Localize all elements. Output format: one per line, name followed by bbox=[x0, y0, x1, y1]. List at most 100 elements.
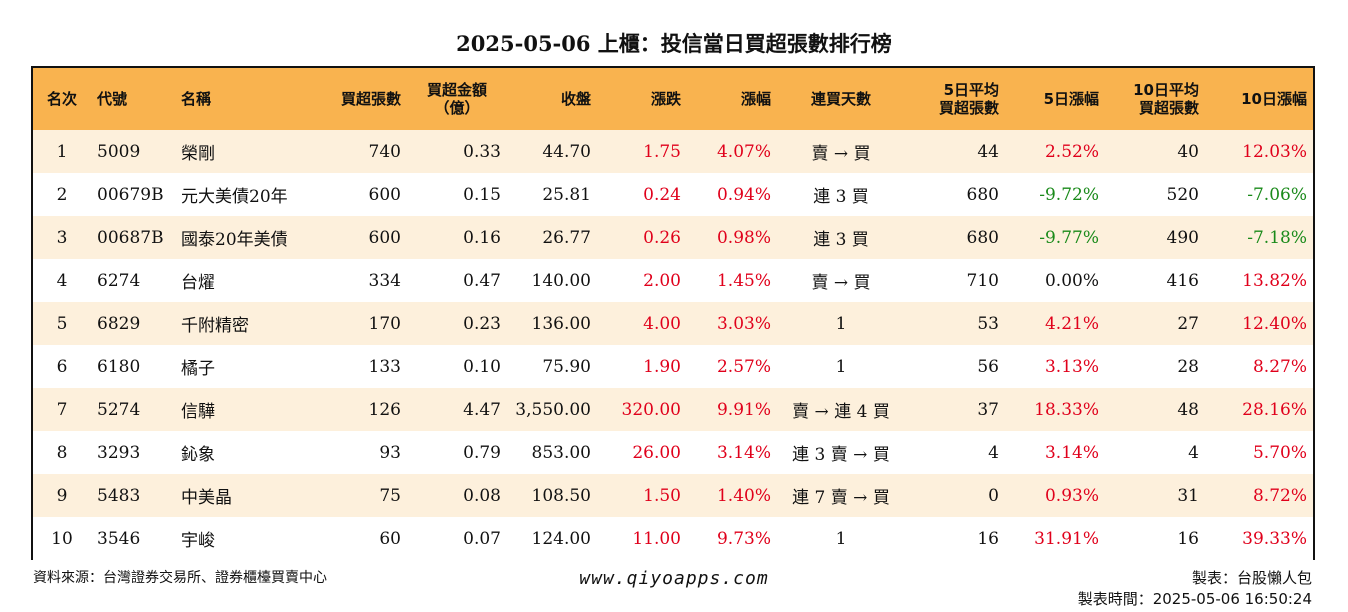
cell-close: 26.77 bbox=[542, 227, 591, 248]
cell-chg5: -9.77% bbox=[1039, 227, 1099, 248]
cell-chg5: 4.21% bbox=[1044, 313, 1099, 334]
cell-close: 140.00 bbox=[531, 270, 591, 291]
table-row: 8 3293 鈊象 93 0.79 853.00 26.00 3.14% 連 3 賣 → 買 4 3… bbox=[33, 431, 1313, 474]
author-credit: 製表：台股懶人包 bbox=[1191, 569, 1312, 587]
cell-change: 2.00 bbox=[643, 270, 681, 291]
cell-net-buy-amount: 0.10 bbox=[463, 356, 501, 377]
cell-avg10: 16 bbox=[1177, 528, 1199, 549]
cell-avg5: 680 bbox=[966, 184, 999, 205]
cell-consecutive: 連 3 買 bbox=[813, 230, 869, 250]
cell-chg10: -7.18% bbox=[1247, 227, 1307, 248]
website-link[interactable]: www.qiyoapps.com bbox=[579, 568, 769, 589]
cell-consecutive: 連 3 賣 → 買 bbox=[792, 445, 890, 465]
cell-code: 3546 bbox=[97, 528, 141, 549]
cell-code: 6829 bbox=[97, 313, 141, 334]
table-row: 6 6180 橘子 133 0.10 75.90 1.90 2.57% 1 56 3.13% 28 8.… bbox=[33, 345, 1313, 388]
cell-code: 6274 bbox=[97, 270, 141, 291]
cell-name: 千附精密 bbox=[181, 316, 249, 336]
col-header-change: 漲跌 bbox=[650, 90, 681, 108]
cell-net-buy-lots: 170 bbox=[368, 313, 401, 334]
cell-avg10: 28 bbox=[1177, 356, 1199, 377]
cell-net-buy-lots: 60 bbox=[379, 528, 401, 549]
cell-close: 3,550.00 bbox=[515, 399, 591, 420]
cell-chg5: 3.14% bbox=[1044, 442, 1099, 463]
cell-close: 853.00 bbox=[531, 442, 591, 463]
cell-net-buy-lots: 334 bbox=[368, 270, 401, 291]
cell-chg5: 3.13% bbox=[1044, 356, 1099, 377]
cell-change-pct: 0.98% bbox=[716, 227, 771, 248]
cell-code: 5483 bbox=[97, 485, 141, 506]
cell-code: 5009 bbox=[97, 141, 141, 162]
cell-net-buy-lots: 600 bbox=[368, 227, 401, 248]
table-row: 7 5274 信驊 126 4.47 3,550.00 320.00 9.91% 賣 → 連 4… bbox=[33, 388, 1313, 431]
cell-change: 1.50 bbox=[643, 485, 681, 506]
cell-net-buy-lots: 126 bbox=[368, 399, 401, 420]
cell-consecutive: 賣 → 買 bbox=[811, 144, 871, 164]
cell-close: 44.70 bbox=[542, 141, 591, 162]
cell-code: 6180 bbox=[97, 356, 141, 377]
cell-change: 0.26 bbox=[643, 227, 681, 248]
cell-chg10: 28.16% bbox=[1242, 399, 1307, 420]
col-header-net-buy-amount-line1: 買超金額 bbox=[426, 81, 487, 99]
cell-avg5: 53 bbox=[977, 313, 999, 334]
cell-code: 00687B bbox=[97, 227, 164, 248]
cell-net-buy-amount: 0.07 bbox=[463, 528, 501, 549]
cell-avg10: 4 bbox=[1188, 442, 1199, 463]
cell-rank: 3 bbox=[56, 227, 68, 248]
cell-net-buy-lots: 75 bbox=[379, 485, 401, 506]
cell-change-pct: 3.14% bbox=[716, 442, 771, 463]
cell-net-buy-amount: 0.33 bbox=[463, 141, 501, 162]
cell-name: 元大美債20年 bbox=[181, 187, 288, 207]
cell-code: 5274 bbox=[97, 399, 141, 420]
cell-avg10: 27 bbox=[1177, 313, 1199, 334]
table-row: 4 6274 台燿 334 0.47 140.00 2.00 1.45% 賣 → 買 710 0.0… bbox=[33, 259, 1313, 302]
col-header-avg5-line1: 5日平均 bbox=[943, 81, 999, 99]
col-header-avg5: 5日平均 買超張數 bbox=[905, 68, 1005, 130]
col-header-avg10-line1: 10日平均 bbox=[1133, 81, 1199, 99]
cell-avg10: 520 bbox=[1166, 184, 1199, 205]
cell-consecutive: 賣 → 買 bbox=[811, 273, 871, 293]
ranking-table: 名次 代號 名稱 買超張數 買超金額 （億） 收盤 漲跌 漲幅 連買天數 5日平… bbox=[31, 66, 1315, 560]
cell-name: 橘子 bbox=[181, 359, 215, 379]
cell-rank: 6 bbox=[56, 356, 68, 377]
cell-chg5: 0.00% bbox=[1044, 270, 1099, 291]
table-body: 1 5009 榮剛 740 0.33 44.70 1.75 4.07% 賣 → 買 44 2.52%… bbox=[33, 130, 1313, 560]
cell-close: 75.90 bbox=[542, 356, 591, 377]
cell-avg5: 710 bbox=[966, 270, 999, 291]
cell-close: 25.81 bbox=[542, 184, 591, 205]
table-row: 9 5483 中美晶 75 0.08 108.50 1.50 1.40% 連 7 賣 → 買 0 0… bbox=[33, 474, 1313, 517]
cell-net-buy-amount: 0.47 bbox=[463, 270, 501, 291]
cell-chg5: 18.33% bbox=[1034, 399, 1099, 420]
cell-avg5: 0 bbox=[988, 485, 999, 506]
cell-rank: 7 bbox=[56, 399, 68, 420]
cell-net-buy-amount: 4.47 bbox=[463, 399, 501, 420]
cell-net-buy-amount: 0.79 bbox=[463, 442, 501, 463]
data-source: 資料來源：台灣證券交易所、證券櫃檯買賣中心 bbox=[33, 570, 327, 586]
cell-rank: 4 bbox=[56, 270, 68, 291]
cell-rank: 5 bbox=[56, 313, 68, 334]
cell-avg5: 4 bbox=[988, 442, 999, 463]
table-row: 10 3546 宇峻 60 0.07 124.00 11.00 9.73% 1 16 31.91% 1… bbox=[33, 517, 1313, 560]
cell-avg5: 680 bbox=[966, 227, 999, 248]
cell-chg10: 39.33% bbox=[1242, 528, 1307, 549]
cell-net-buy-amount: 0.08 bbox=[463, 485, 501, 506]
cell-chg10: 8.27% bbox=[1252, 356, 1307, 377]
cell-close: 108.50 bbox=[531, 485, 591, 506]
cell-consecutive: 1 bbox=[835, 313, 847, 334]
cell-change-pct: 1.45% bbox=[716, 270, 771, 291]
cell-chg5: -9.72% bbox=[1039, 184, 1099, 205]
cell-name: 榮剛 bbox=[181, 144, 215, 164]
cell-change-pct: 1.40% bbox=[716, 485, 771, 506]
cell-net-buy-lots: 600 bbox=[368, 184, 401, 205]
cell-change: 0.24 bbox=[643, 184, 681, 205]
cell-change: 4.00 bbox=[643, 313, 681, 334]
col-header-chg5: 5日漲幅 bbox=[1043, 90, 1099, 108]
cell-net-buy-amount: 0.23 bbox=[463, 313, 501, 334]
cell-change-pct: 2.57% bbox=[716, 356, 771, 377]
col-header-change-pct: 漲幅 bbox=[740, 90, 771, 108]
cell-change: 11.00 bbox=[632, 528, 681, 549]
cell-avg5: 37 bbox=[977, 399, 999, 420]
cell-avg5: 16 bbox=[977, 528, 999, 549]
col-header-avg10-line2: 買超張數 bbox=[1138, 99, 1199, 117]
cell-net-buy-lots: 740 bbox=[368, 141, 401, 162]
